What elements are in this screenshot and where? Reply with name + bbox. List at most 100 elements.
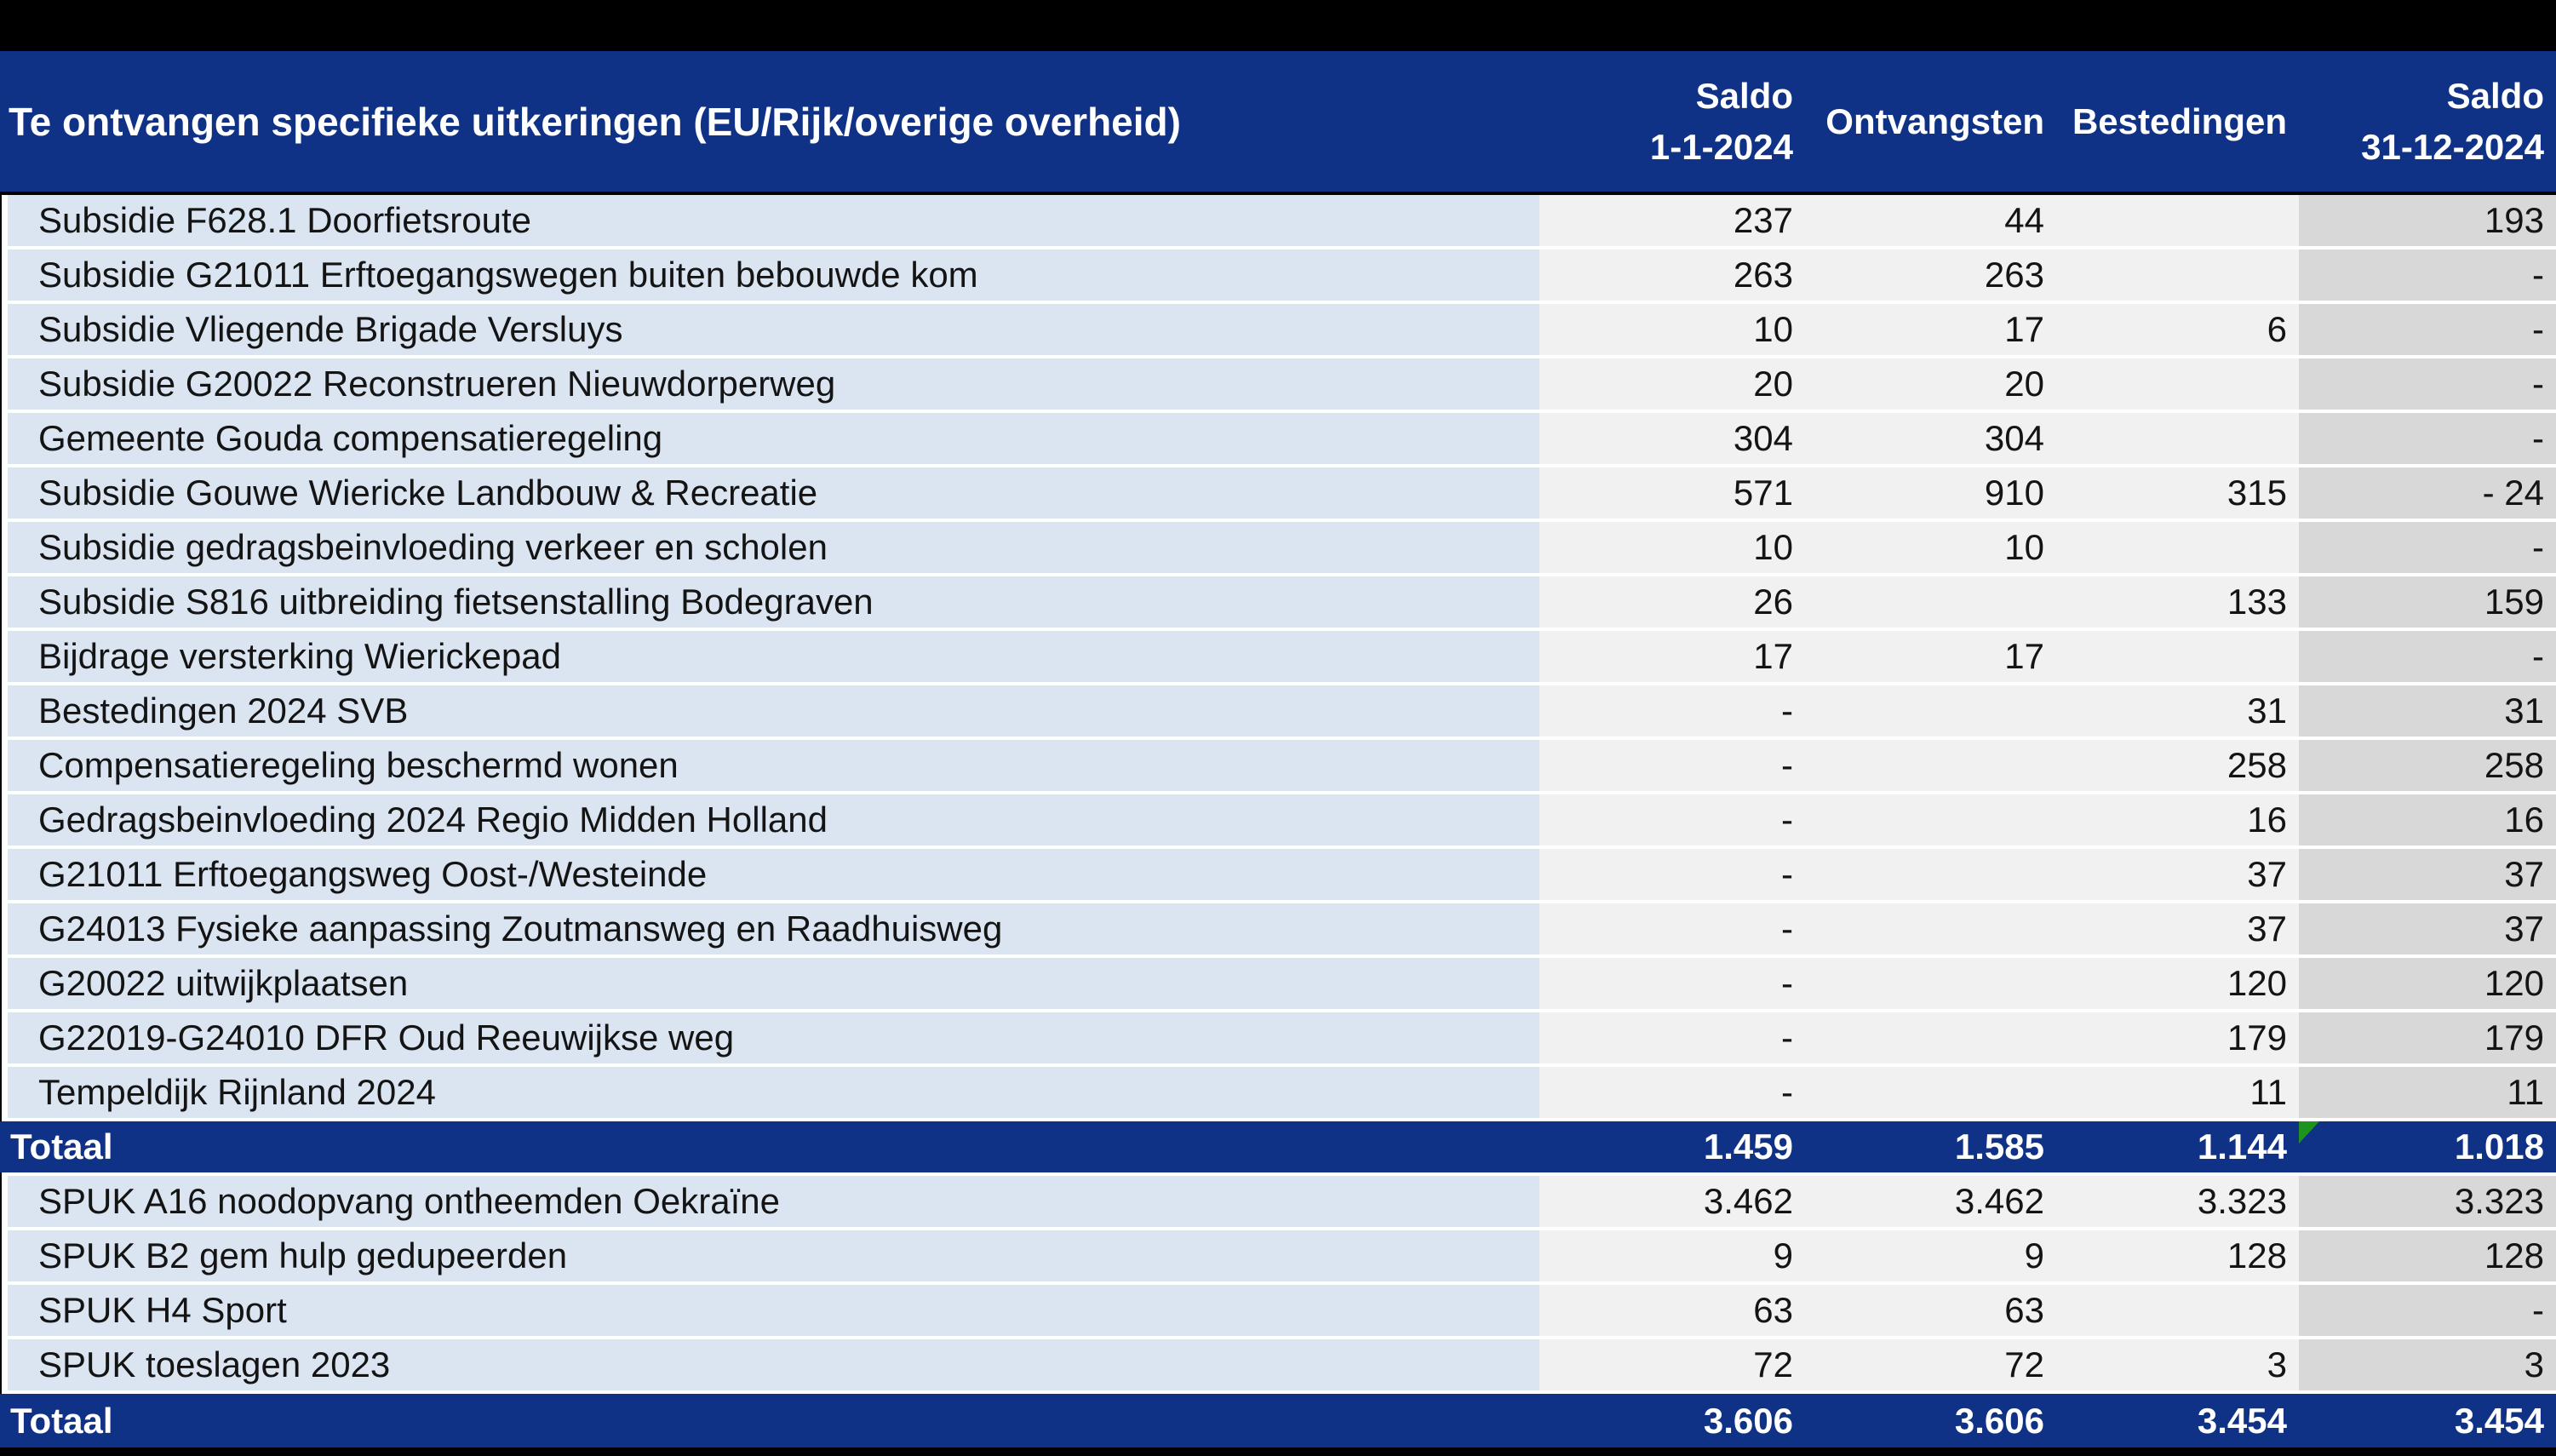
row-name-cell: SPUK B2 gem hulp gedupeerden bbox=[8, 1230, 1539, 1281]
saldo-31-12-value: 120 bbox=[2484, 963, 2544, 1003]
table-row: Subsidie S816 uitbreiding fietsenstallin… bbox=[2, 576, 2556, 628]
ontvangsten-cell: 10 bbox=[1805, 522, 2056, 573]
saldo-31-12-cell: - bbox=[2299, 304, 2556, 355]
column-header-bestedingen: Bestedingen bbox=[2056, 51, 2299, 192]
row-gutter bbox=[2, 849, 8, 900]
column-header-line: Ontvangsten bbox=[1825, 100, 2044, 141]
saldo-31-12-value: - 24 bbox=[2482, 473, 2544, 513]
ontvangsten-cell bbox=[1805, 849, 2056, 900]
row-name-cell: SPUK toeslagen 2023 bbox=[8, 1339, 1539, 1390]
bestedingen-cell: 120 bbox=[2056, 958, 2299, 1009]
row-gutter bbox=[2, 413, 8, 464]
bestedingen-cell: 133 bbox=[2056, 576, 2299, 628]
saldo-1-1-cell: 263 bbox=[1539, 249, 1805, 301]
saldo-31-12-cell: 3.323 bbox=[2299, 1176, 2556, 1227]
saldo-31-12-value: 179 bbox=[2484, 1017, 2544, 1058]
saldo-31-12-value: 159 bbox=[2484, 582, 2544, 622]
saldo-31-12-value: - bbox=[2532, 255, 2544, 295]
saldo-31-12-value: 11 bbox=[2507, 1072, 2544, 1112]
saldo-31-12-value: 128 bbox=[2484, 1235, 2544, 1275]
saldo-1-1-cell: 17 bbox=[1539, 631, 1805, 682]
row-gutter bbox=[2, 794, 8, 846]
ontvangsten-cell bbox=[1805, 903, 2056, 954]
saldo-1-1-cell: - bbox=[1539, 849, 1805, 900]
saldo-31-12-value: - bbox=[2532, 636, 2544, 676]
saldo-31-12-cell: 159 bbox=[2299, 576, 2556, 628]
bestedingen-cell: 37 bbox=[2056, 903, 2299, 954]
row-name-cell: Compensatieregeling beschermd wonen bbox=[8, 740, 1539, 791]
saldo-1-1-cell: 571 bbox=[1539, 467, 1805, 519]
ontvangsten-cell: 17 bbox=[1805, 304, 2056, 355]
column-header-saldo-1-1: Saldo 1-1-2024 bbox=[1539, 51, 1805, 192]
saldo-31-12-cell: 128 bbox=[2299, 1230, 2556, 1281]
saldo-31-12-cell: 120 bbox=[2299, 958, 2556, 1009]
row-gutter bbox=[2, 958, 8, 1009]
table-row: Gedragsbeinvloeding 2024 Regio Midden Ho… bbox=[2, 794, 2556, 846]
saldo-1-1-cell: 9 bbox=[1539, 1230, 1805, 1281]
top-black-bar bbox=[0, 0, 2556, 51]
row-name-cell: Bestedingen 2024 SVB bbox=[8, 685, 1539, 737]
table-header: Te ontvangen specifieke uitkeringen (EU/… bbox=[0, 51, 2556, 192]
row-gutter bbox=[2, 1067, 8, 1118]
row-gutter bbox=[2, 740, 8, 791]
row-gutter bbox=[2, 249, 8, 301]
bestedingen-cell bbox=[2056, 358, 2299, 410]
row-gutter bbox=[2, 685, 8, 737]
row-name-cell: G24013 Fysieke aanpassing Zoutmansweg en… bbox=[8, 903, 1539, 954]
saldo-31-12-cell: - bbox=[2299, 358, 2556, 410]
saldo-31-12-cell: 193 bbox=[2299, 195, 2556, 246]
bestedingen-cell: 315 bbox=[2056, 467, 2299, 519]
row-gutter bbox=[2, 576, 8, 628]
total-row: Totaal 1.459 1.585 1.144 1.018 bbox=[0, 1121, 2556, 1172]
ontvangsten-cell: 44 bbox=[1805, 195, 2056, 246]
saldo-31-12-value: 37 bbox=[2504, 909, 2544, 949]
ontvangsten-cell: 1.585 bbox=[1954, 1126, 2044, 1167]
saldo-1-1-cell: 63 bbox=[1539, 1285, 1805, 1336]
saldo-31-12-cell: - bbox=[2299, 631, 2556, 682]
table-row: G24013 Fysieke aanpassing Zoutmansweg en… bbox=[2, 903, 2556, 954]
bestedingen-cell: 1.144 bbox=[2197, 1126, 2287, 1167]
saldo-1-1-cell: - bbox=[1539, 958, 1805, 1009]
column-header-line: 1-1-2024 bbox=[1649, 126, 1793, 167]
row-gutter bbox=[2, 304, 8, 355]
row-gutter bbox=[2, 1339, 8, 1390]
saldo-1-1-cell: 10 bbox=[1539, 522, 1805, 573]
row-name-cell: Bijdrage versterking Wierickepad bbox=[8, 631, 1539, 682]
saldo-1-1-cell: 10 bbox=[1539, 304, 1805, 355]
table-row: G22019-G24010 DFR Oud Reeuwijkse weg - 1… bbox=[2, 1012, 2556, 1063]
saldo-1-1-cell: - bbox=[1539, 903, 1805, 954]
row-name-cell: Tempeldijk Rijnland 2024 bbox=[8, 1067, 1539, 1118]
column-header-line: Saldo bbox=[2446, 75, 2544, 116]
row-name-cell: Subsidie gedragsbeinvloeding verkeer en … bbox=[8, 522, 1539, 573]
ontvangsten-cell: 304 bbox=[1805, 413, 2056, 464]
bestedingen-cell: 258 bbox=[2056, 740, 2299, 791]
saldo-31-12-value: 3.323 bbox=[2454, 1181, 2544, 1221]
row-name-cell: Subsidie G20022 Reconstrueren Nieuwdorpe… bbox=[8, 358, 1539, 410]
bestedingen-cell bbox=[2056, 413, 2299, 464]
bestedingen-cell: 3.454 bbox=[2197, 1400, 2287, 1441]
row-gutter bbox=[2, 631, 8, 682]
ontvangsten-cell bbox=[1805, 685, 2056, 737]
saldo-31-12-cell: 37 bbox=[2299, 849, 2556, 900]
bestedingen-cell: 31 bbox=[2056, 685, 2299, 737]
saldo-1-1-cell: 304 bbox=[1539, 413, 1805, 464]
green-corner-flag-icon bbox=[2299, 1121, 2319, 1144]
table-row: Subsidie gedragsbeinvloeding verkeer en … bbox=[2, 522, 2556, 573]
saldo-1-1-cell: 237 bbox=[1539, 195, 1805, 246]
ontvangsten-cell bbox=[1805, 740, 2056, 791]
table-row: SPUK toeslagen 2023 72 72 3 3 bbox=[2, 1339, 2556, 1390]
saldo-1-1-cell: 3.606 bbox=[1703, 1400, 1793, 1441]
saldo-31-12-value: - bbox=[2532, 364, 2544, 404]
bottom-black-bar bbox=[0, 1447, 2556, 1456]
row-gutter bbox=[2, 1230, 8, 1281]
saldo-31-12-cell: 258 bbox=[2299, 740, 2556, 791]
row-name-cell: Subsidie F628.1 Doorfietsroute bbox=[8, 195, 1539, 246]
row-gutter bbox=[2, 467, 8, 519]
table-row: Subsidie Vliegende Brigade Versluys 10 1… bbox=[2, 304, 2556, 355]
table-row: Compensatieregeling beschermd wonen - 25… bbox=[2, 740, 2556, 791]
saldo-31-12-value: - bbox=[2532, 418, 2544, 458]
table-row: Subsidie G20022 Reconstrueren Nieuwdorpe… bbox=[2, 358, 2556, 410]
row-gutter bbox=[2, 1012, 8, 1063]
row-name-cell: SPUK A16 noodopvang ontheemden Oekraïne bbox=[8, 1176, 1539, 1227]
